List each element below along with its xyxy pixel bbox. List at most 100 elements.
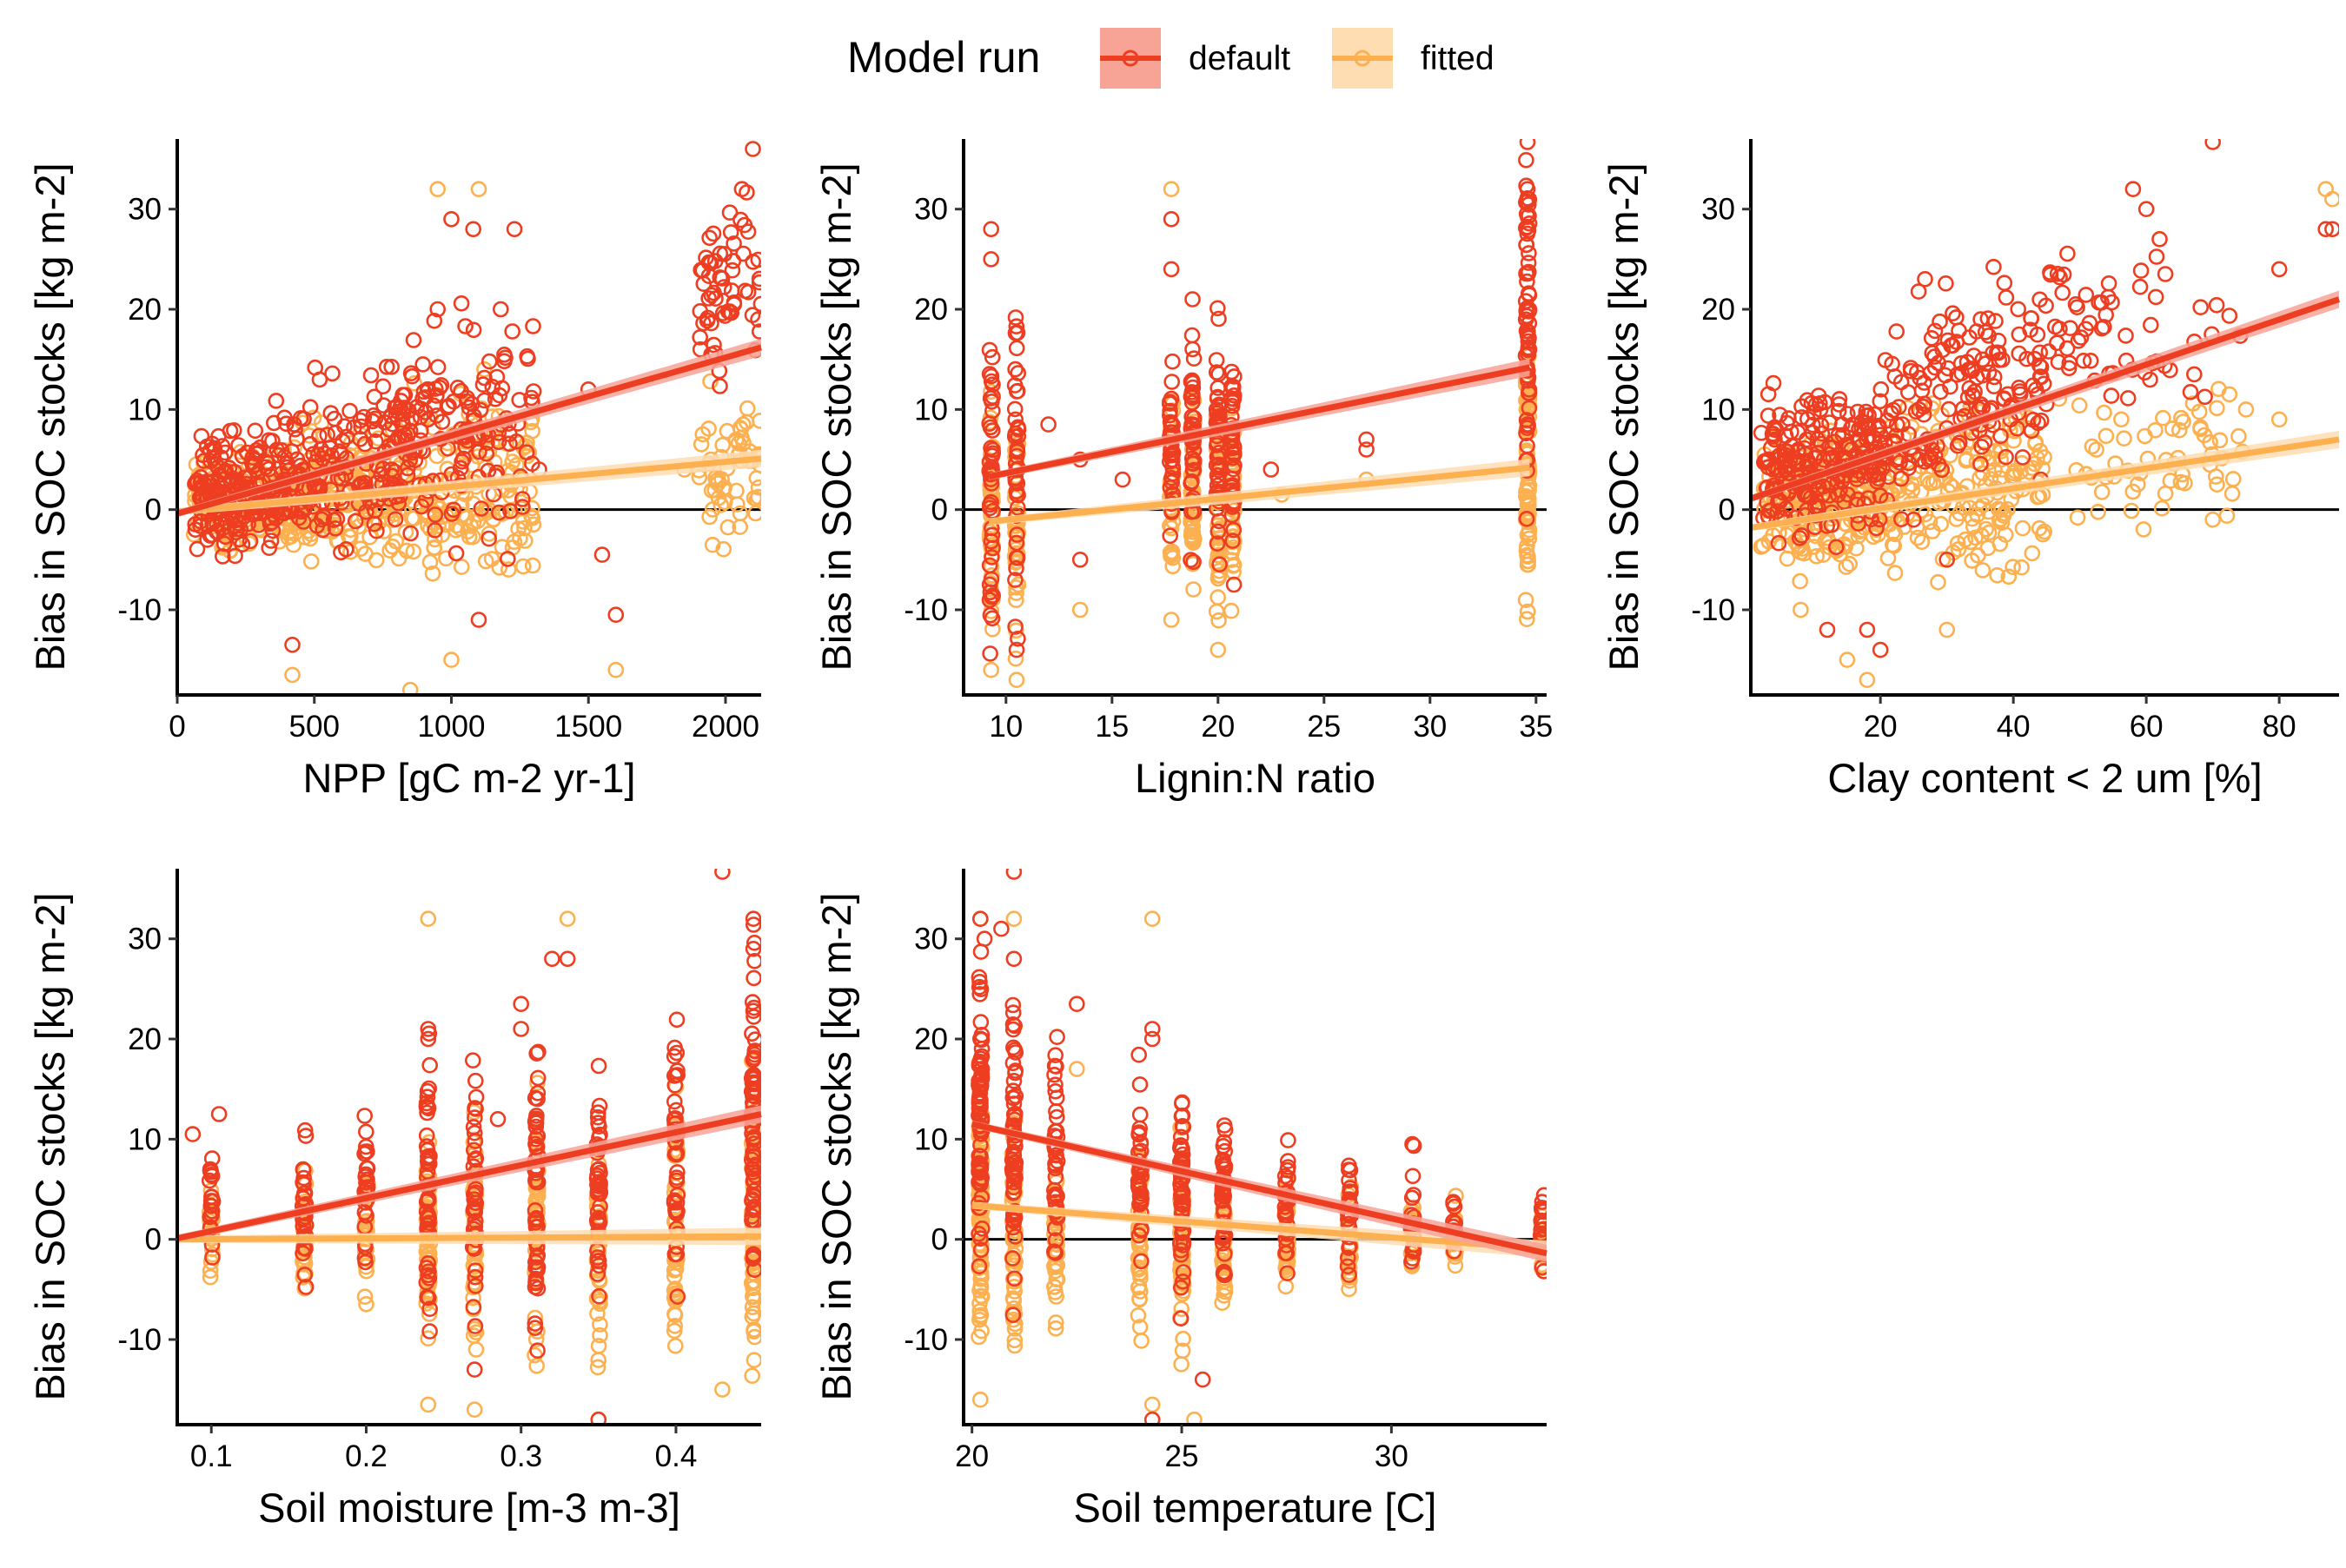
x-axis-title: Soil moisture [m-3 m-3] — [258, 1485, 680, 1531]
data-point-default — [1535, 1221, 1547, 1238]
y-axis-title: Bias in SOC stocks [kg m-2] — [813, 162, 859, 671]
data-point-default — [983, 221, 999, 238]
x-tick-label: 20 — [955, 1439, 989, 1473]
data-point-default — [228, 524, 245, 541]
data-point-fitted — [701, 508, 718, 526]
data-point-default — [421, 1080, 438, 1097]
data-point-default — [1830, 427, 1846, 444]
data-point-fitted — [702, 373, 719, 390]
data-point-fitted — [1046, 1278, 1063, 1295]
data-point-default — [1184, 341, 1201, 358]
data-point-default — [478, 445, 495, 462]
data-point-fitted — [527, 1331, 545, 1347]
data-point-fitted — [1130, 1307, 1147, 1324]
data-point-default — [743, 1083, 760, 1100]
data-point-fitted — [1214, 1294, 1230, 1311]
data-point-default — [1519, 416, 1536, 433]
data-point-fitted — [529, 1181, 547, 1199]
data-point-fitted — [2024, 545, 2041, 562]
data-point-default — [1164, 353, 1181, 370]
data-point-default — [383, 358, 401, 375]
data-point-default — [208, 523, 225, 540]
data-point-default — [311, 371, 328, 388]
data-point-default — [419, 1163, 436, 1180]
data-point-fitted — [592, 1316, 608, 1333]
data-point-default — [1004, 1185, 1022, 1201]
data-point-default — [752, 323, 761, 340]
data-point-default — [1005, 1089, 1022, 1107]
data-point-default — [1866, 406, 1883, 423]
data-point-default — [1183, 473, 1200, 490]
data-point-default — [1225, 391, 1243, 407]
data-point-default — [525, 383, 542, 400]
data-point-default — [1820, 487, 1838, 504]
data-point-default — [2096, 319, 2112, 335]
data-point-default — [2067, 295, 2084, 313]
data-point-default — [1824, 440, 1840, 456]
data-point-fitted — [2036, 523, 2052, 540]
data-point-default — [1404, 1168, 1422, 1185]
data-point-fitted — [589, 1359, 606, 1376]
y-tick-label: 10 — [128, 1122, 162, 1156]
data-point-default — [1008, 534, 1025, 552]
data-point-default — [1821, 414, 1838, 431]
data-point-default — [1162, 414, 1179, 431]
data-point-fitted — [514, 558, 532, 575]
data-point-default — [745, 1002, 761, 1019]
data-point-fitted — [357, 546, 374, 562]
data-point-fitted — [1974, 562, 1991, 579]
data-point-default — [1184, 462, 1202, 479]
data-point-default — [2031, 357, 2048, 374]
data-point-default — [1405, 1137, 1422, 1154]
y-tick-label: -10 — [904, 593, 948, 627]
data-point-default — [1172, 1310, 1190, 1327]
data-point-fitted — [2221, 386, 2238, 403]
data-point-default — [527, 1089, 544, 1107]
data-point-fitted — [421, 553, 439, 571]
data-point-default — [1888, 416, 1905, 433]
data-point-fitted — [524, 557, 541, 574]
data-point-fitted — [1980, 524, 1998, 541]
data-point-fitted — [302, 552, 320, 570]
data-point-default — [1184, 387, 1201, 403]
data-point-fitted — [1163, 612, 1180, 628]
y-tick-label: 0 — [145, 493, 162, 527]
data-point-default — [2192, 299, 2209, 316]
data-point-fitted — [1521, 530, 1538, 547]
data-point-default — [284, 636, 301, 653]
data-point-default — [467, 1072, 484, 1089]
data-point-default — [1226, 457, 1243, 474]
data-point-default — [1048, 1058, 1064, 1075]
data-point-fitted — [2084, 438, 2101, 455]
data-point-default — [706, 284, 722, 301]
series-fitted-points — [981, 181, 1538, 689]
data-point-default — [1007, 1228, 1024, 1245]
data-point-default — [519, 347, 536, 365]
data-point-default — [386, 463, 403, 480]
y-tick-label: 0 — [931, 493, 948, 527]
data-point-default — [1130, 1046, 1147, 1063]
data-point-default — [1828, 539, 1845, 556]
data-point-default — [353, 418, 370, 435]
data-point-default — [983, 440, 999, 457]
data-point-default — [427, 522, 443, 539]
data-point-fitted — [1277, 1278, 1295, 1295]
data-point-fitted — [480, 501, 497, 518]
data-point-fitted — [1957, 531, 1974, 548]
data-point-fitted — [2172, 473, 2190, 491]
data-point-fitted — [1979, 539, 1997, 557]
data-point-fitted — [700, 420, 717, 437]
x-tick-label: 1500 — [554, 710, 622, 744]
data-point-fitted — [2184, 395, 2202, 412]
data-point-default — [668, 1205, 686, 1222]
data-point-default — [387, 511, 404, 528]
data-point-default — [1877, 352, 1894, 368]
data-point-default — [217, 462, 235, 480]
data-point-fitted — [1965, 518, 1982, 535]
data-point-default — [2317, 221, 2334, 238]
data-point-default — [1900, 454, 1918, 472]
data-point-default — [744, 1212, 760, 1228]
data-point-fitted — [744, 1367, 761, 1384]
